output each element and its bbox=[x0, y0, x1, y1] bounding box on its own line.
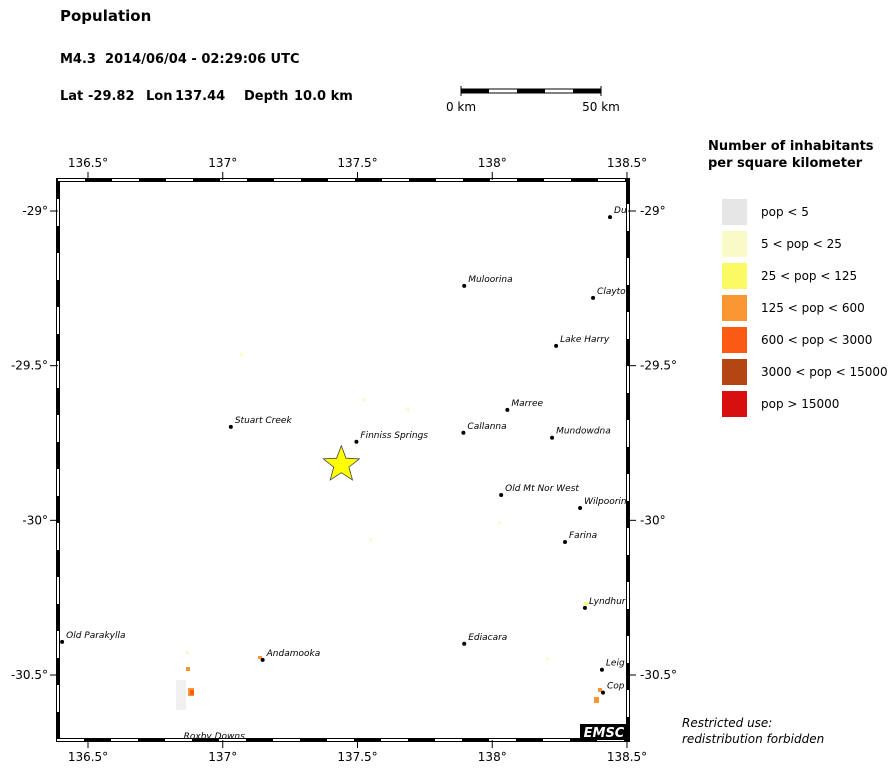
legend-swatch bbox=[722, 359, 747, 385]
y-tick-label: -29° bbox=[640, 204, 666, 218]
legend-label: pop > 15000 bbox=[761, 397, 839, 411]
place-label: Roxby Downs bbox=[184, 732, 245, 742]
place-label: Old Parakylla bbox=[66, 631, 125, 641]
place-label: Lake Harry bbox=[560, 335, 610, 345]
event-time: M4.3 2014/06/04 - 02:29:06 UTC bbox=[60, 52, 299, 67]
place-label: Clayto bbox=[597, 287, 626, 297]
y-tick-label: -30.5° bbox=[11, 668, 48, 682]
place-dot bbox=[462, 641, 467, 646]
legend-label: 3000 < pop < 15000 bbox=[761, 365, 888, 379]
footer: redistribution forbidden bbox=[682, 732, 824, 746]
y-tick-label: -30.5° bbox=[640, 668, 677, 682]
place-dot bbox=[505, 407, 510, 412]
scale-end: 50 km bbox=[582, 100, 620, 114]
x-tick-label: 136.5° bbox=[68, 750, 108, 764]
place-dot bbox=[554, 343, 559, 348]
legend-swatch bbox=[722, 327, 747, 353]
legend-swatch bbox=[722, 391, 747, 417]
legend-title: per square kilometer bbox=[708, 156, 863, 171]
place-label: Finniss Springs bbox=[360, 431, 428, 441]
population-pixels bbox=[176, 353, 602, 710]
place-dot bbox=[582, 605, 587, 610]
place-label: Muloorina bbox=[468, 275, 512, 285]
x-tick-label: 138.5° bbox=[607, 156, 647, 170]
depth-value: 10.0 km bbox=[294, 89, 353, 104]
places: Du Muloorina Clayto Lake Harry Marree Stuart … bbox=[60, 206, 627, 742]
legend-label: 600 < pop < 3000 bbox=[761, 333, 872, 347]
place-label: Du bbox=[614, 206, 627, 216]
x-tick-label: 137° bbox=[208, 156, 237, 170]
x-tick-label: 137.5° bbox=[337, 750, 377, 764]
place-dot bbox=[601, 690, 606, 695]
x-tick-label: 138° bbox=[478, 156, 507, 170]
place-dot bbox=[462, 283, 467, 288]
lon-value: 137.44 bbox=[175, 89, 225, 104]
y-tick-label: -30° bbox=[22, 513, 48, 527]
place-dot bbox=[550, 435, 555, 440]
place-label: Ediacara bbox=[468, 633, 507, 643]
place-dot bbox=[461, 430, 466, 435]
place-label: Callanna bbox=[467, 422, 506, 432]
map-frame-dashes bbox=[57, 179, 629, 741]
place-label: Marree bbox=[511, 399, 543, 409]
lon-label: Lon bbox=[146, 89, 172, 104]
place-dot bbox=[499, 492, 504, 497]
watermark-bg bbox=[580, 724, 628, 740]
depth-label: Depth bbox=[244, 89, 288, 104]
epicenter bbox=[322, 444, 361, 481]
place-dot bbox=[260, 657, 265, 662]
scale-start: 0 km bbox=[446, 100, 476, 114]
place-dot bbox=[228, 424, 233, 429]
x-tick-label: 138° bbox=[478, 750, 507, 764]
lat-label: Lat bbox=[60, 89, 83, 104]
lat-value: -29.82 bbox=[88, 89, 135, 104]
legend-label: pop < 5 bbox=[761, 205, 809, 219]
x-tick-label: 137.5° bbox=[337, 156, 377, 170]
legend-label: 25 < pop < 125 bbox=[761, 269, 857, 283]
scale-bar bbox=[460, 86, 602, 96]
y-tick-label: -30° bbox=[640, 513, 666, 527]
legend-swatch bbox=[722, 295, 747, 321]
place-dot bbox=[60, 639, 65, 644]
legend-swatch bbox=[722, 199, 747, 225]
y-tick-label: -29.5° bbox=[11, 359, 48, 373]
y-tick-label: -29° bbox=[22, 204, 48, 218]
place-dot bbox=[608, 215, 613, 220]
x-tick-label: 137° bbox=[208, 750, 237, 764]
legend-title: Number of inhabitants bbox=[708, 139, 874, 154]
place-dot bbox=[578, 505, 583, 510]
legend-label: 125 < pop < 600 bbox=[761, 301, 865, 315]
x-tick-label: 136.5° bbox=[68, 156, 108, 170]
legend-label: 5 < pop < 25 bbox=[761, 237, 842, 251]
place-label: Cop bbox=[607, 682, 625, 692]
place-dot bbox=[563, 539, 568, 544]
place-dot bbox=[599, 667, 604, 672]
place-label: Andamooka bbox=[266, 649, 321, 659]
place-dot bbox=[591, 295, 596, 300]
place-label: Leig bbox=[606, 659, 625, 669]
place-label: Farina bbox=[569, 531, 597, 541]
place-dot bbox=[354, 439, 359, 444]
place-label: Wilpoorin bbox=[584, 497, 627, 507]
x-tick-label: 138.5° bbox=[607, 750, 647, 764]
legend-swatch bbox=[722, 231, 747, 257]
place-label: Stuart Creek bbox=[235, 416, 293, 426]
footer: Restricted use: bbox=[682, 716, 772, 730]
place-label: Mundowdna bbox=[556, 427, 611, 437]
title: Population bbox=[60, 7, 151, 25]
watermark: EMSC bbox=[584, 726, 625, 741]
place-label: Lyndhur bbox=[589, 597, 627, 607]
legend-swatch bbox=[722, 263, 747, 289]
place-label: Old Mt Nor West bbox=[505, 484, 579, 494]
y-tick-label: -29.5° bbox=[640, 359, 677, 373]
